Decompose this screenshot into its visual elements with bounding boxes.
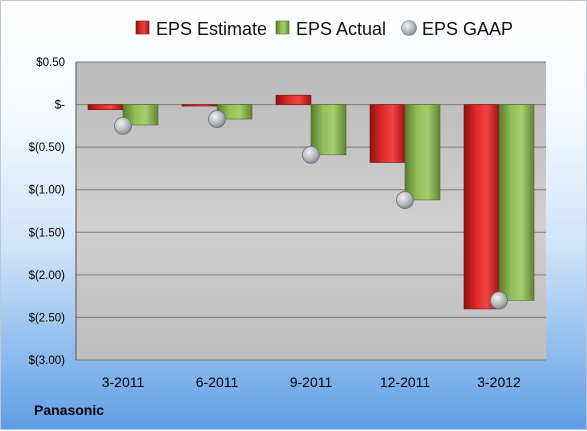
y-tick-label: $(0.50)	[29, 142, 66, 154]
legend-label: EPS Estimate	[156, 19, 267, 39]
eps-gaap-marker	[208, 110, 226, 128]
x-category-label: 12-2011	[380, 374, 431, 390]
y-tick-label: $(2.00)	[29, 270, 66, 282]
eps-estimate-bar	[181, 104, 218, 107]
eps-actual-bar	[404, 104, 441, 201]
y-tick-label: $(1.00)	[29, 185, 66, 197]
eps-estimate-bar	[275, 94, 312, 105]
x-category-label: 9-2011	[290, 374, 333, 390]
y-tick-label: $(3.00)	[29, 355, 66, 367]
company-label: Panasonic	[34, 402, 105, 418]
y-tick-label: $-	[55, 100, 65, 112]
eps-gaap-marker	[396, 191, 414, 209]
y-tick-label: $(1.50)	[29, 227, 66, 239]
legend-label: EPS Actual	[296, 19, 386, 39]
eps-estimate-bar	[87, 104, 124, 110]
x-category-label: 3-2012	[477, 374, 521, 390]
eps-estimate-bar	[369, 104, 406, 163]
eps-gaap-marker	[490, 291, 508, 310]
y-tick-label: $0.50	[36, 57, 65, 69]
eps-gaap-marker	[114, 116, 132, 135]
legend-label: EPS GAAP	[422, 19, 513, 39]
legend-swatch-actual	[275, 20, 290, 35]
x-category-label: 6-2011	[196, 374, 239, 390]
eps-actual-bar	[310, 104, 347, 156]
eps-gaap-marker	[302, 145, 320, 164]
eps-actual-bar	[498, 104, 535, 301]
legend-swatch-estimate	[135, 20, 150, 35]
legend-swatch-gaap	[401, 20, 417, 36]
eps-actual-bar	[122, 104, 159, 126]
x-category-label: 3-2011	[102, 374, 145, 390]
y-tick-label: $(2.50)	[29, 312, 66, 324]
eps-estimate-bar	[463, 104, 500, 310]
